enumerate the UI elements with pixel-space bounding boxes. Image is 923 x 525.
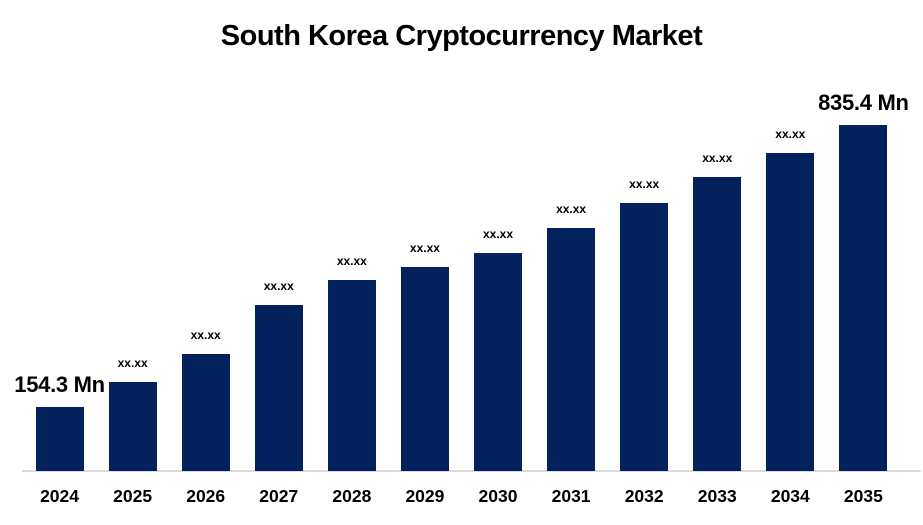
bar-2029 [400, 267, 449, 471]
x-tick-label: 2027 [259, 486, 299, 506]
bar-2035 [839, 125, 888, 471]
x-axis-labels: 2024 2025 2026 2027 2028 2029 2030 2031 2032 2033… [23, 486, 900, 507]
bar-value-label: xx.xx [263, 279, 294, 293]
bar-slot: xx.xx [461, 70, 534, 471]
bar-2031 [547, 228, 596, 471]
x-tick-label: 2025 [113, 486, 153, 506]
x-tick-label: 2033 [697, 486, 737, 506]
bar-2024 [35, 407, 84, 471]
bar-slot: xx.xx [96, 70, 169, 471]
bar-2030 [474, 253, 522, 471]
bar-slot: xx.xx [242, 70, 315, 471]
bar-2028 [327, 280, 376, 471]
x-tick-label: 2028 [332, 486, 372, 506]
bar-slot: xx.xx [535, 70, 608, 471]
bar-value-label: 154.3 Mn [14, 372, 105, 397]
bar-2027 [254, 305, 303, 471]
x-tick-label: 2034 [770, 486, 810, 506]
bar-value-label: xx.xx [702, 151, 733, 165]
x-tick-label: 2026 [186, 486, 226, 506]
bar-2034 [766, 153, 815, 471]
bar-value-label: xx.xx [190, 328, 221, 342]
bar-slot: xx.xx [169, 70, 242, 471]
bar-value-label: 835.4 Mn [818, 90, 909, 115]
chart-title: South Korea Cryptocurrency Market [220, 20, 703, 52]
x-tick-label: 2024 [40, 486, 79, 506]
bar-slot: 835.4 Mn [818, 70, 909, 471]
plot-area: 154.3 Mn xx.xx xx.xx xx.xx xx.xx xx.xx xx.xx xx… [14, 70, 909, 471]
bar-value-label: xx.xx [556, 202, 587, 216]
bar-value-label: xx.xx [482, 227, 514, 241]
x-tick-label: 2030 [478, 486, 518, 506]
bar-2032 [620, 203, 669, 471]
bar-2033 [693, 177, 742, 471]
bar-slot: 154.3 Mn [14, 70, 105, 471]
x-tick-label: 2032 [624, 486, 664, 506]
bar-2026 [181, 354, 230, 471]
bar-slot: xx.xx [754, 70, 827, 471]
bar-value-label: xx.xx [409, 241, 440, 255]
bar-value-label: xx.xx [117, 356, 148, 370]
bar-2025 [108, 382, 157, 471]
bar-slot: xx.xx [315, 70, 388, 471]
bar-value-label: xx.xx [629, 177, 660, 191]
x-tick-label: 2031 [551, 486, 591, 506]
x-tick-label: 2035 [843, 486, 883, 506]
bar-slot: xx.xx [608, 70, 681, 471]
bar-value-label: xx.xx [336, 254, 367, 268]
x-tick-label: 2029 [405, 486, 445, 506]
x-axis-line [22, 470, 921, 472]
bar-slot: xx.xx [388, 70, 461, 471]
bar-value-label: xx.xx [775, 127, 806, 141]
bar-slot: xx.xx [681, 70, 754, 471]
